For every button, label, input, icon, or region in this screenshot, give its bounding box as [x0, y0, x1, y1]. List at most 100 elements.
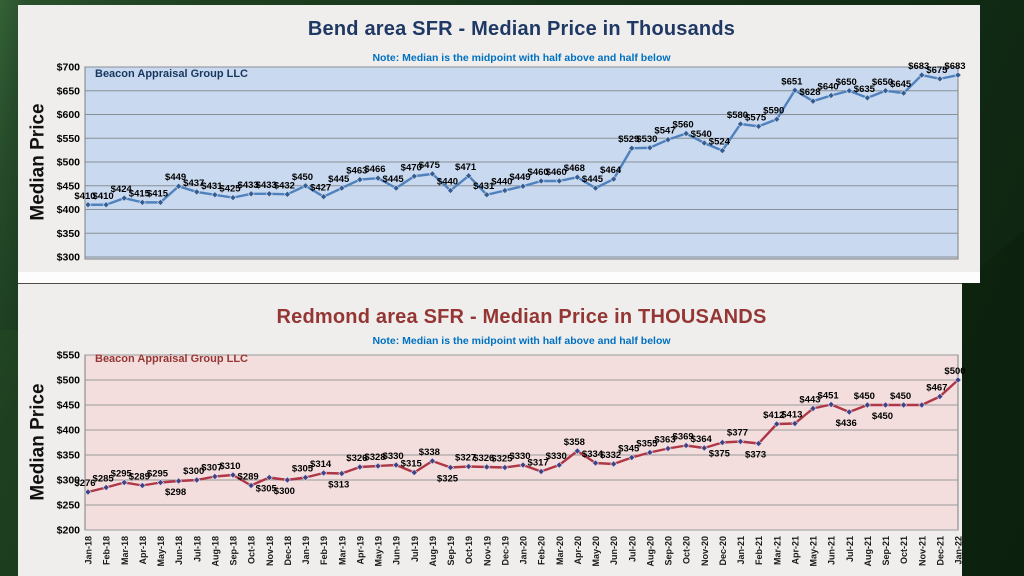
data-point-marker	[918, 401, 926, 409]
data-point-marker	[664, 136, 672, 144]
data-point-marker	[809, 97, 817, 105]
data-point-marker	[102, 483, 110, 492]
data-point-label: $445	[383, 174, 405, 185]
x-axis-tick-label: Aug-18	[210, 536, 220, 567]
data-point-marker	[918, 71, 926, 79]
data-point-marker	[537, 467, 545, 476]
data-point-label: $650	[872, 77, 893, 88]
y-axis-tick-label: $550	[57, 133, 81, 145]
x-axis-tick-label: Jan-21	[736, 536, 746, 565]
data-point-label: $440	[437, 177, 458, 188]
data-point-marker	[410, 172, 418, 180]
data-point-label: $424	[111, 184, 133, 195]
x-axis-tick-label: Dec-21	[935, 536, 945, 566]
data-point-marker	[356, 463, 364, 471]
data-point-label: $325	[491, 454, 513, 465]
y-axis-tick-label: $400	[57, 425, 81, 437]
data-point-label: $640	[818, 82, 839, 93]
data-point-marker	[446, 463, 455, 472]
data-point-label: $450	[872, 411, 893, 422]
data-point-label: $675	[926, 65, 948, 76]
x-axis-tick-label: Jan-18	[84, 536, 94, 565]
data-point-marker	[791, 86, 799, 94]
data-point-label: $377	[727, 428, 748, 439]
data-point-label: $427	[310, 183, 331, 194]
data-point-label: $450	[854, 391, 875, 402]
data-point-label: $369	[673, 432, 694, 443]
data-point-label: $305	[292, 464, 314, 475]
data-point-label: $313	[328, 480, 349, 491]
data-point-label: $375	[709, 449, 731, 460]
data-point-marker	[301, 182, 310, 190]
data-point-label: $460	[528, 167, 549, 178]
x-axis-tick-label: Nov-20	[700, 536, 710, 566]
x-axis-tick-label: Jul-20	[627, 536, 637, 562]
redmond-chart-title: Redmond area SFR - Median Price in THOUS…	[276, 306, 767, 328]
y-axis-tick-label: $650	[57, 85, 81, 97]
y-axis-tick-label: $450	[57, 400, 81, 412]
data-point-label: $415	[129, 188, 151, 199]
data-point-label: $436	[836, 418, 857, 429]
data-point-marker	[537, 177, 545, 185]
data-point-marker	[175, 182, 183, 190]
y-axis-tick-label: $250	[57, 500, 81, 512]
data-point-marker	[338, 184, 346, 192]
x-axis-tick-label: Mar-19	[337, 536, 347, 565]
x-axis-tick-label: Dec-18	[283, 536, 293, 566]
data-point-marker	[954, 376, 962, 384]
x-axis-tick-label: Apr-18	[138, 536, 148, 565]
redmond-chart-panel: Redmond area SFR - Median Price in THOUS…	[18, 283, 966, 576]
x-axis-tick-label: Jun-18	[174, 536, 184, 565]
data-point-label: $547	[654, 126, 675, 137]
data-point-marker	[628, 453, 636, 462]
data-point-marker	[156, 478, 165, 487]
data-point-label: $325	[437, 474, 459, 485]
data-point-label: $433	[238, 180, 259, 191]
x-axis-tick-label: Oct-21	[899, 536, 909, 564]
data-point-label: $575	[745, 112, 767, 123]
x-axis-tick-label: Feb-19	[319, 536, 329, 565]
y-axis-tick-label: $550	[57, 350, 81, 362]
data-point-marker	[193, 476, 201, 484]
plot-area	[84, 354, 959, 531]
data-point-label: $289	[238, 472, 259, 483]
data-point-label: $413	[781, 410, 802, 421]
y-axis-tick-label: $400	[57, 204, 81, 216]
data-point-marker	[247, 481, 255, 490]
data-point-marker	[428, 457, 436, 465]
data-point-marker	[755, 122, 763, 130]
data-point-marker	[265, 190, 273, 198]
data-point-marker	[881, 401, 890, 409]
data-point-marker	[863, 94, 871, 102]
data-point-label: $345	[618, 444, 640, 455]
data-point-label: $445	[328, 174, 350, 185]
data-point-label: $307	[201, 463, 222, 474]
data-point-label: $373	[745, 450, 766, 461]
data-point-marker	[320, 469, 328, 477]
data-point-label: $467	[926, 383, 947, 394]
x-axis-tick-label: Oct-19	[464, 536, 474, 564]
data-point-marker	[936, 75, 944, 83]
data-point-marker	[736, 120, 745, 128]
x-axis-tick-label: Nov-18	[265, 536, 275, 566]
y-axis-tick-label: $200	[57, 525, 81, 537]
data-point-label: $330	[509, 451, 530, 462]
data-point-label: $358	[564, 437, 585, 448]
x-axis-tick-label: May-21	[809, 536, 819, 567]
data-point-label: $355	[636, 439, 658, 450]
data-point-marker	[392, 184, 400, 192]
data-point-label: $464	[600, 165, 622, 176]
data-point-marker	[863, 401, 871, 409]
data-point-marker	[501, 186, 509, 195]
bend-chart-title: Bend area SFR - Median Price in Thousand…	[307, 18, 736, 40]
data-point-marker	[320, 193, 328, 201]
data-point-label: $314	[310, 459, 332, 470]
x-axis-tick-label: Jun-20	[609, 536, 619, 565]
data-point-label: $298	[165, 487, 186, 498]
x-axis-tick-label: Apr-19	[355, 536, 365, 565]
y-axis-tick-label: $300	[57, 252, 81, 264]
bend-chart-note: Note: Median is the midpoint with half a…	[372, 52, 671, 64]
data-point-label: $471	[455, 162, 477, 173]
x-axis-tick-label: Dec-19	[500, 536, 510, 566]
x-axis-tick-label: Mar-18	[120, 536, 130, 565]
